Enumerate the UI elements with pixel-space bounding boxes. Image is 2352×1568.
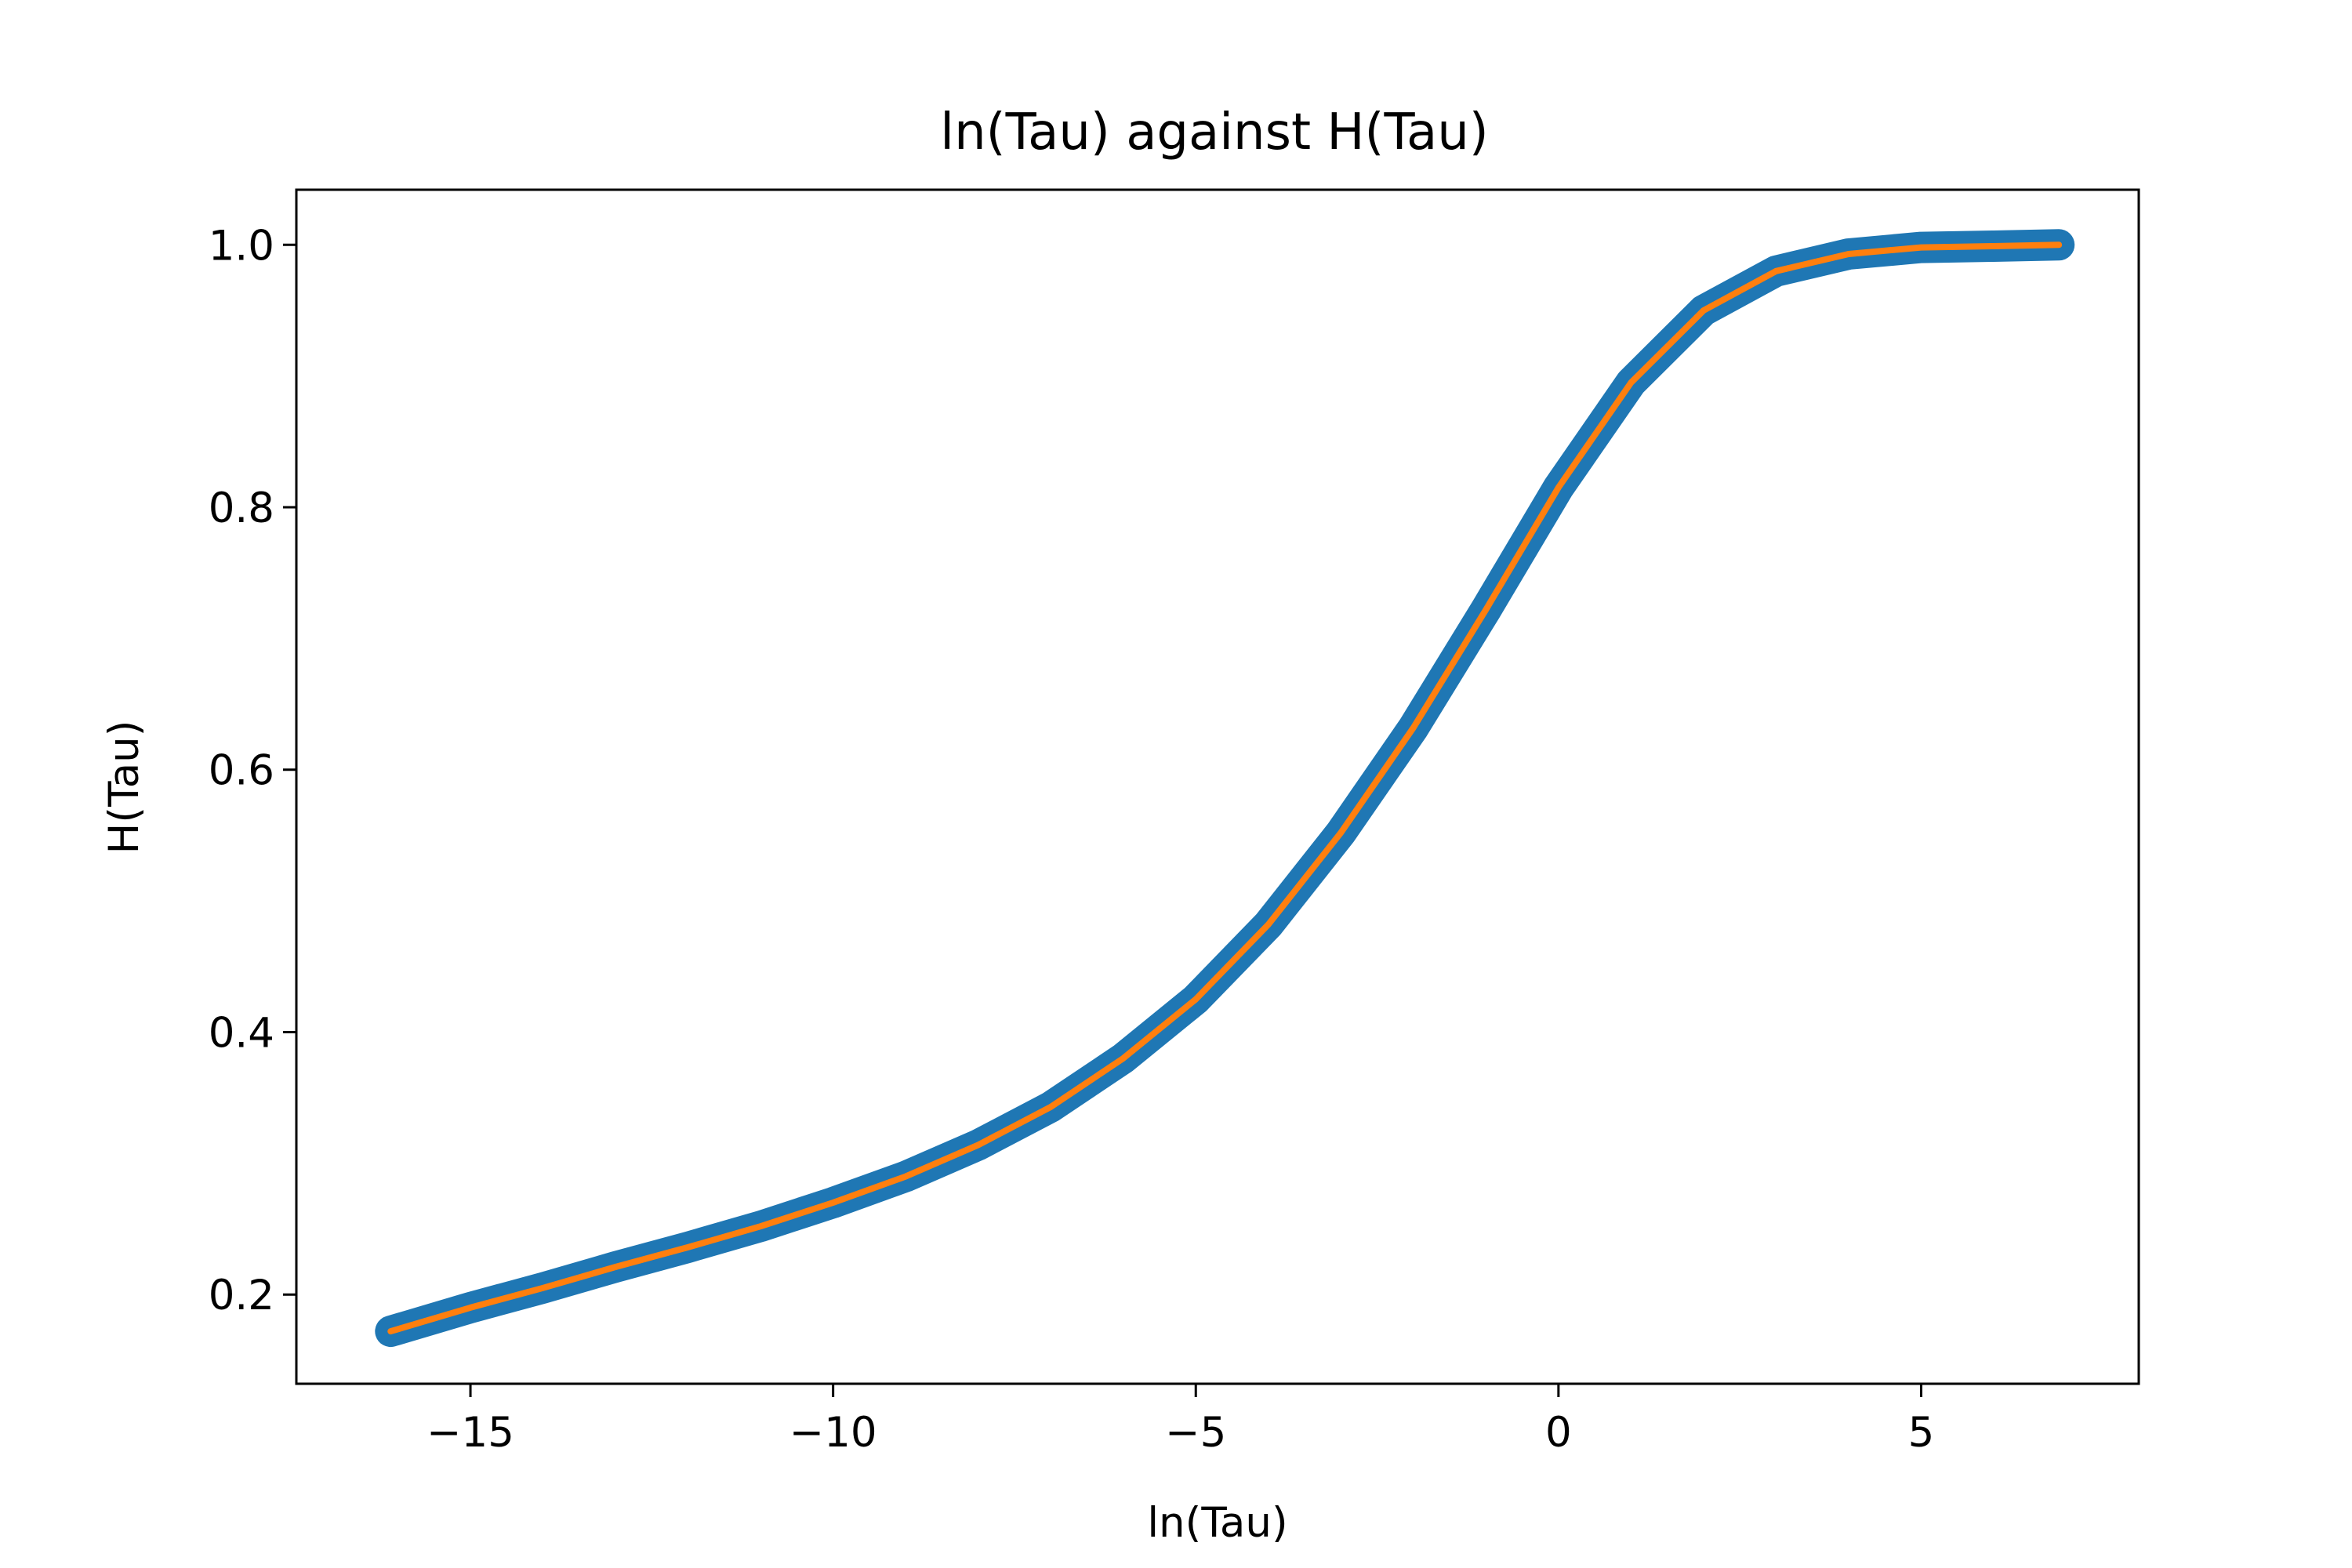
y-axis-label: H(Tau) (100, 720, 148, 855)
x-tick-label: −5 (1165, 1409, 1226, 1457)
y-tick-label: 0.6 (209, 747, 274, 795)
x-axis-label: ln(Tau) (1147, 1499, 1287, 1547)
x-axis: −15 −10 −5 0 5 (426, 1384, 1934, 1457)
y-tick-label: 0.2 (209, 1272, 274, 1319)
x-tick-label: 0 (1545, 1409, 1572, 1457)
y-tick-label: 0.4 (209, 1009, 274, 1057)
series-line-2 (387, 241, 2063, 1335)
chart-title: ln(Tau) against H(Tau) (940, 103, 1488, 162)
plot-frame (295, 188, 2140, 1385)
x-tick-label: −10 (789, 1409, 877, 1457)
y-tick-label: 1.0 (209, 222, 274, 270)
y-axis: 0.2 0.4 0.6 0.8 1.0 (209, 222, 296, 1319)
x-tick-label: −15 (426, 1409, 514, 1457)
plot-area (375, 229, 2075, 1348)
y-tick-label: 0.8 (209, 485, 274, 532)
x-tick-label: 5 (1908, 1409, 1935, 1457)
